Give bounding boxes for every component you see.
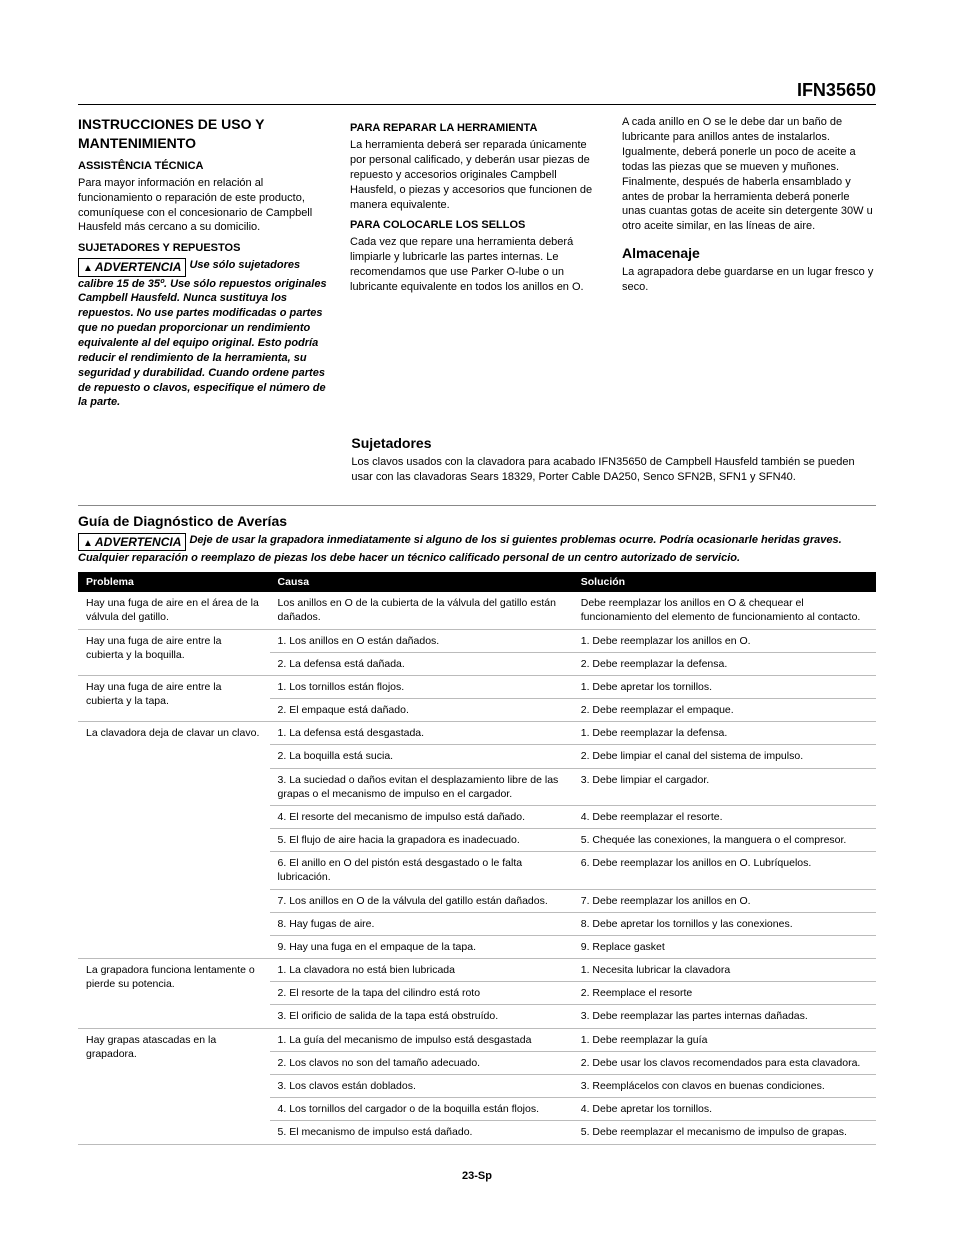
cell-solution: 3. Debe limpiar el cargador. bbox=[573, 768, 876, 805]
column-2: PARA REPARAR LA HERRAMIENTA La herramien… bbox=[350, 115, 604, 416]
cell-cause: 6. El anillo en O del pistón está desgas… bbox=[270, 852, 573, 889]
cell-cause: 3. La suciedad o daños evitan el desplaz… bbox=[270, 768, 573, 805]
cell-cause: 9. Hay una fuga en el empaque de la tapa… bbox=[270, 935, 573, 958]
text-assistencia: Para mayor información en relación al fu… bbox=[78, 176, 332, 235]
table-row: Hay una fuga de aire entre la cubierta y… bbox=[78, 629, 876, 652]
warning-label-icon: ADVERTENCIA bbox=[78, 258, 186, 277]
cell-solution: 1. Debe reemplazar la guía bbox=[573, 1028, 876, 1051]
warning-text: Use sólo sujetadores calibre 15 de 35º. … bbox=[78, 259, 327, 408]
column-3: A cada anillo en O se le debe dar un bañ… bbox=[622, 115, 876, 416]
table-row: Hay grapas atascadas en la grapadora.1. … bbox=[78, 1028, 876, 1051]
cell-solution: 8. Debe apretar los tornillos y las cone… bbox=[573, 912, 876, 935]
heading-sujetadores: Sujetadores bbox=[351, 434, 876, 453]
cell-cause: 4. Los tornillos del cargador o de la bo… bbox=[270, 1098, 573, 1121]
table-row: La clavadora deja de clavar un clavo.1. … bbox=[78, 722, 876, 745]
cell-solution: 1. Necesita lubricar la clavadora bbox=[573, 959, 876, 982]
cell-cause: 7. Los anillos en O de la válvula del ga… bbox=[270, 889, 573, 912]
cell-solution: 3. Debe reemplazar las partes internas d… bbox=[573, 1005, 876, 1028]
cell-cause: 2. Los clavos no son del tamaño adecuado… bbox=[270, 1051, 573, 1074]
cell-cause: 1. La guía del mecanismo de impulso está… bbox=[270, 1028, 573, 1051]
cell-cause: 1. Los tornillos están flojos. bbox=[270, 675, 573, 698]
warning-sujetadores: ADVERTENCIA Use sólo sujetadores calibre… bbox=[78, 258, 332, 410]
cell-solution: 6. Debe reemplazar los anillos en O. Lub… bbox=[573, 852, 876, 889]
cell-solution: 2. Debe usar los clavos recomendados par… bbox=[573, 1051, 876, 1074]
cell-problem: Hay grapas atascadas en la grapadora. bbox=[78, 1028, 270, 1144]
cell-solution: 4. Debe reemplazar el resorte. bbox=[573, 805, 876, 828]
cell-solution: 2. Debe limpiar el canal del sistema de … bbox=[573, 745, 876, 768]
cell-cause: 5. El mecanismo de impulso está dañado. bbox=[270, 1121, 573, 1144]
text-anillo: A cada anillo en O se le debe dar un bañ… bbox=[622, 115, 876, 234]
cell-problem: La clavadora deja de clavar un clavo. bbox=[78, 722, 270, 959]
cell-cause: 3. El orificio de salida de la tapa está… bbox=[270, 1005, 573, 1028]
cell-cause: Los anillos en O de la cubierta de la vá… bbox=[270, 592, 573, 629]
cell-cause: 1. Los anillos en O están dañados. bbox=[270, 629, 573, 652]
heading-instrucciones: INSTRUCCIONES DE USO Y MANTENIMIENTO bbox=[78, 115, 332, 153]
cell-cause: 2. La boquilla está sucia. bbox=[270, 745, 573, 768]
text-sellos: Cada vez que repare una herramienta debe… bbox=[350, 235, 604, 294]
cell-cause: 3. Los clavos están doblados. bbox=[270, 1075, 573, 1098]
table-row: Hay una fuga de aire entre la cubierta y… bbox=[78, 675, 876, 698]
table-header-causa: Causa bbox=[270, 572, 573, 592]
page-footer: 23-Sp bbox=[78, 1169, 876, 1184]
cell-problem: Hay una fuga de aire en el área de la vá… bbox=[78, 592, 270, 629]
cell-problem: Hay una fuga de aire entre la cubierta y… bbox=[78, 675, 270, 721]
troubleshooting-table: Problema Causa Solución Hay una fuga de … bbox=[78, 572, 876, 1144]
column-1: INSTRUCCIONES DE USO Y MANTENIMIENTO ASS… bbox=[78, 115, 332, 416]
cell-problem: Hay una fuga de aire entre la cubierta y… bbox=[78, 629, 270, 675]
heading-sellos: PARA COLOCARLE LOS SELLOS bbox=[350, 218, 604, 233]
warning-label-icon: ADVERTENCIA bbox=[78, 533, 186, 552]
cell-cause: 2. El resorte de la tapa del cilindro es… bbox=[270, 982, 573, 1005]
heading-reparar: PARA REPARAR LA HERRAMIENTA bbox=[350, 121, 604, 136]
table-header-solucion: Solución bbox=[573, 572, 876, 592]
text-sujetadores: Los clavos usados con la clavadora para … bbox=[351, 455, 876, 485]
cell-solution: 1. Debe reemplazar los anillos en O. bbox=[573, 629, 876, 652]
cell-solution: 5. Chequée las conexiones, la manguera o… bbox=[573, 829, 876, 852]
cell-solution: 9. Replace gasket bbox=[573, 935, 876, 958]
cell-solution: 1. Debe reemplazar la defensa. bbox=[573, 722, 876, 745]
table-row: La grapadora funciona lentamente o pierd… bbox=[78, 959, 876, 982]
cell-solution: Debe reemplazar los anillos en O & chequ… bbox=[573, 592, 876, 629]
cell-cause: 4. El resorte del mecanismo de impulso e… bbox=[270, 805, 573, 828]
text-reparar: La herramienta deberá ser reparada única… bbox=[350, 138, 604, 212]
cell-cause: 8. Hay fugas de aire. bbox=[270, 912, 573, 935]
cell-cause: 2. El empaque está dañado. bbox=[270, 699, 573, 722]
table-body: Hay una fuga de aire en el área de la vá… bbox=[78, 592, 876, 1144]
heading-almacenaje: Almacenaje bbox=[622, 244, 876, 263]
cell-cause: 5. El flujo de aire hacia la grapadora e… bbox=[270, 829, 573, 852]
heading-sujetadores-repuestos: SUJETADORES Y REPUESTOS bbox=[78, 241, 332, 256]
heading-guide: Guía de Diagnóstico de Averías bbox=[78, 505, 876, 531]
table-header-problema: Problema bbox=[78, 572, 270, 592]
text-almacenaje: La agrapadora debe guardarse en un lugar… bbox=[622, 265, 876, 295]
table-row: Hay una fuga de aire en el área de la vá… bbox=[78, 592, 876, 629]
cell-solution: 7. Debe reemplazar los anillos en O. bbox=[573, 889, 876, 912]
cell-cause: 1. La clavadora no está bien lubricada bbox=[270, 959, 573, 982]
cell-solution: 2. Reemplace el resorte bbox=[573, 982, 876, 1005]
warning-guide-text: Deje de usar la grapadora inmediatamente… bbox=[78, 534, 842, 565]
cell-solution: 5. Debe reemplazar el mecanismo de impul… bbox=[573, 1121, 876, 1144]
cell-solution: 4. Debe apretar los tornillos. bbox=[573, 1098, 876, 1121]
cell-solution: 3. Reemplácelos con clavos en buenas con… bbox=[573, 1075, 876, 1098]
cell-solution: 1. Debe apretar los tornillos. bbox=[573, 675, 876, 698]
warning-guide: ADVERTENCIA Deje de usar la grapadora in… bbox=[78, 533, 876, 566]
cell-cause: 1. La defensa está desgastada. bbox=[270, 722, 573, 745]
cell-solution: 2. Debe reemplazar el empaque. bbox=[573, 699, 876, 722]
three-column-section: INSTRUCCIONES DE USO Y MANTENIMIENTO ASS… bbox=[78, 115, 876, 416]
model-number: IFN35650 bbox=[78, 78, 876, 105]
cell-cause: 2. La defensa está dañada. bbox=[270, 652, 573, 675]
cell-problem: La grapadora funciona lentamente o pierd… bbox=[78, 959, 270, 1029]
cell-solution: 2. Debe reemplazar la defensa. bbox=[573, 652, 876, 675]
heading-assistencia: ASSISTÊNCIA TÉCNICA bbox=[78, 159, 332, 174]
sujetadores-section: Sujetadores Los clavos usados con la cla… bbox=[78, 424, 876, 491]
